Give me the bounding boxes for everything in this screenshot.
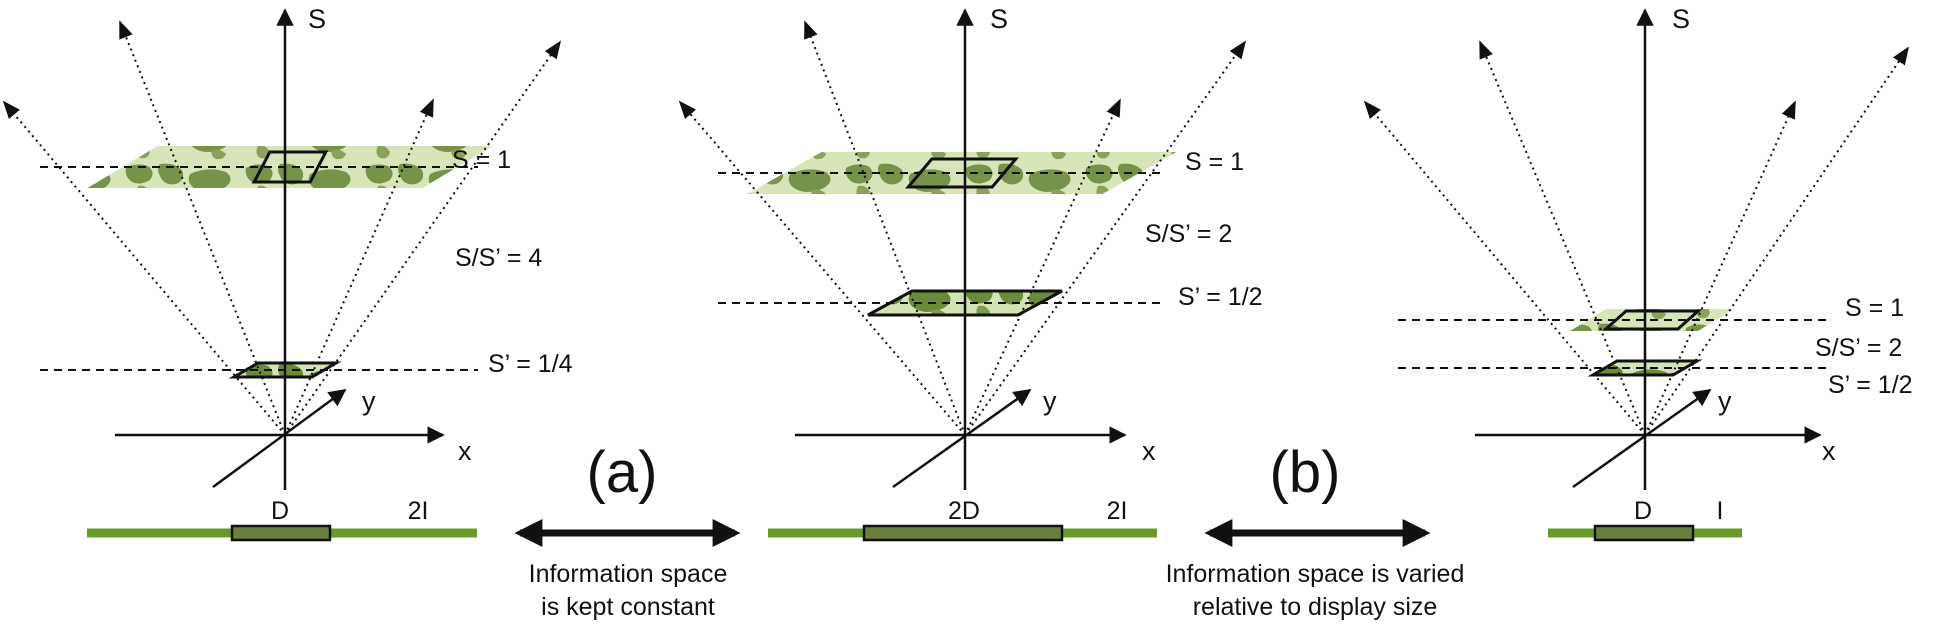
- x-axis-label: x: [1142, 436, 1156, 466]
- projection-ray-4: [284, 40, 562, 436]
- panel-3: Sx y S = 1 S/S’ = 2 S’ = 1/2 D I: [1363, 4, 1913, 542]
- projection-ray-3: [1644, 100, 1796, 436]
- display-size-label: 2D: [948, 497, 980, 525]
- y-axis-label: y: [362, 386, 376, 416]
- x-axis-label: x: [458, 436, 472, 466]
- upper-plane-window: [251, 150, 329, 184]
- caption-line-1: Information space: [529, 560, 728, 588]
- lower-plane-label: S’ = 1/2: [1828, 371, 1913, 399]
- y-axis: [892, 388, 1032, 489]
- information-space-label: 2I: [408, 497, 429, 525]
- y-axis: [1572, 388, 1712, 489]
- caption-line-2: relative to display size: [1193, 593, 1438, 621]
- upper-plane-map: [87, 146, 493, 188]
- scale-ratio-label: S/S’ = 2: [1815, 334, 1902, 362]
- display-size-box: [862, 524, 1064, 542]
- upper-plane-label: S = 1: [1185, 148, 1244, 176]
- s-axis-label: S: [308, 4, 326, 34]
- panel-1: Sx y S = 1 S/S’ = 4 S’ = 1/4 D 2I: [2, 4, 573, 542]
- upper-plane-window: [905, 157, 1019, 189]
- upper-plane-label: S = 1: [452, 146, 511, 174]
- projection-ray-3: [964, 98, 1121, 436]
- panel-label: (a): [587, 440, 658, 505]
- projection-ray-1: [678, 100, 966, 436]
- scale-ratio-label: S/S’ = 4: [455, 244, 542, 272]
- upper-plane-label: S = 1: [1845, 294, 1904, 322]
- projection-ray-4: [964, 40, 1247, 436]
- y-axis-label: y: [1718, 386, 1732, 416]
- projection-ray-1: [2, 100, 286, 436]
- caption-line-2: is kept constant: [541, 593, 715, 621]
- s-axis-label: S: [1672, 4, 1690, 34]
- y-axis: [212, 388, 347, 489]
- display-size-box: [1593, 524, 1695, 542]
- information-space-label: I: [1717, 497, 1724, 525]
- x-axis-label: x: [1822, 436, 1836, 466]
- panel-label: (b): [1270, 440, 1341, 505]
- s-axis-label: S: [990, 4, 1008, 34]
- comparison-a: (a) Information space is kept constant: [514, 440, 741, 621]
- scale-ratio-label: S/S’ = 2: [1145, 220, 1232, 248]
- panel-2: Sx y S = 1 S/S’ = 2 S’ = 1/2 2D 2I: [678, 4, 1263, 542]
- display-size-label: D: [271, 497, 289, 525]
- y-axis-label: y: [1043, 386, 1057, 416]
- projection-ray-2: [1479, 40, 1646, 436]
- lower-plane-label: S’ = 1/2: [1178, 283, 1263, 311]
- caption-line-1: Information space is varied: [1166, 560, 1465, 588]
- lower-plane-label: S’ = 1/4: [488, 350, 573, 378]
- projection-ray-1: [1363, 100, 1646, 436]
- display-size-label: D: [1634, 497, 1652, 525]
- projection-ray-3: [284, 98, 434, 436]
- projection-ray-2: [119, 20, 286, 436]
- information-space-label: 2I: [1107, 497, 1128, 525]
- comparison-b: (b) Information space is varied relative t…: [1166, 440, 1465, 621]
- upper-plane-window: [1601, 309, 1703, 331]
- projection-ray-2: [804, 20, 966, 436]
- display-size-box: [230, 524, 332, 542]
